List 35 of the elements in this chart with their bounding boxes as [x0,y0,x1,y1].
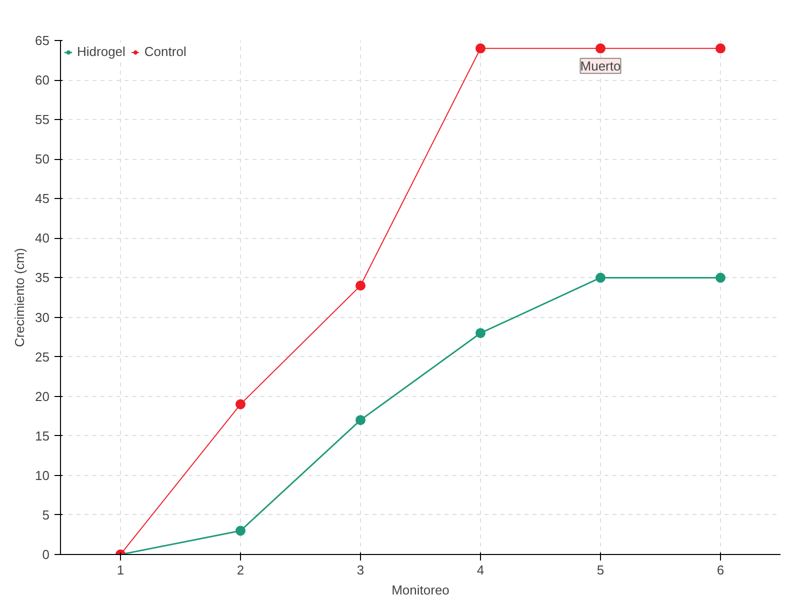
y-tick-label: 45 [35,191,50,206]
point [596,43,606,54]
legend-label: Hidrogel [77,44,126,59]
y-tick-label: 20 [35,388,50,404]
y-tick-label: 10 [35,468,50,483]
point [716,43,726,54]
y-tick-label: 55 [35,112,50,128]
x-tick-label: 3 [356,562,364,578]
y-tick-label: 30 [35,310,50,325]
y-tick-label: 35 [35,270,50,286]
point [356,415,366,426]
point [476,328,486,338]
x-tick-label: 1 [116,562,124,578]
x-tick-label: 6 [716,562,724,578]
x-axis-title: Monitoreo [392,582,450,598]
y-tick-label: 0 [42,547,50,562]
y-tick-label: 40 [35,230,50,246]
x-tick-label: 5 [596,562,604,578]
point [236,526,246,536]
y-tick-label: 50 [35,152,50,167]
y-axis-title: Crecimiento (cm) [12,248,28,347]
y-tick-label: 65 [35,33,50,48]
point [236,399,246,410]
y-tick-label: 5 [42,507,50,522]
point [476,43,486,54]
point [716,272,726,283]
x-tick-label: 4 [476,562,484,578]
y-tick-label: 60 [35,72,50,88]
legend-label: Control [144,44,186,59]
y-tick-label: 15 [35,428,50,444]
point [596,272,606,283]
y-tick-label: 25 [35,349,50,364]
annotation: Muerto [580,58,621,74]
x-tick-label: 2 [236,562,244,578]
point [356,280,366,291]
